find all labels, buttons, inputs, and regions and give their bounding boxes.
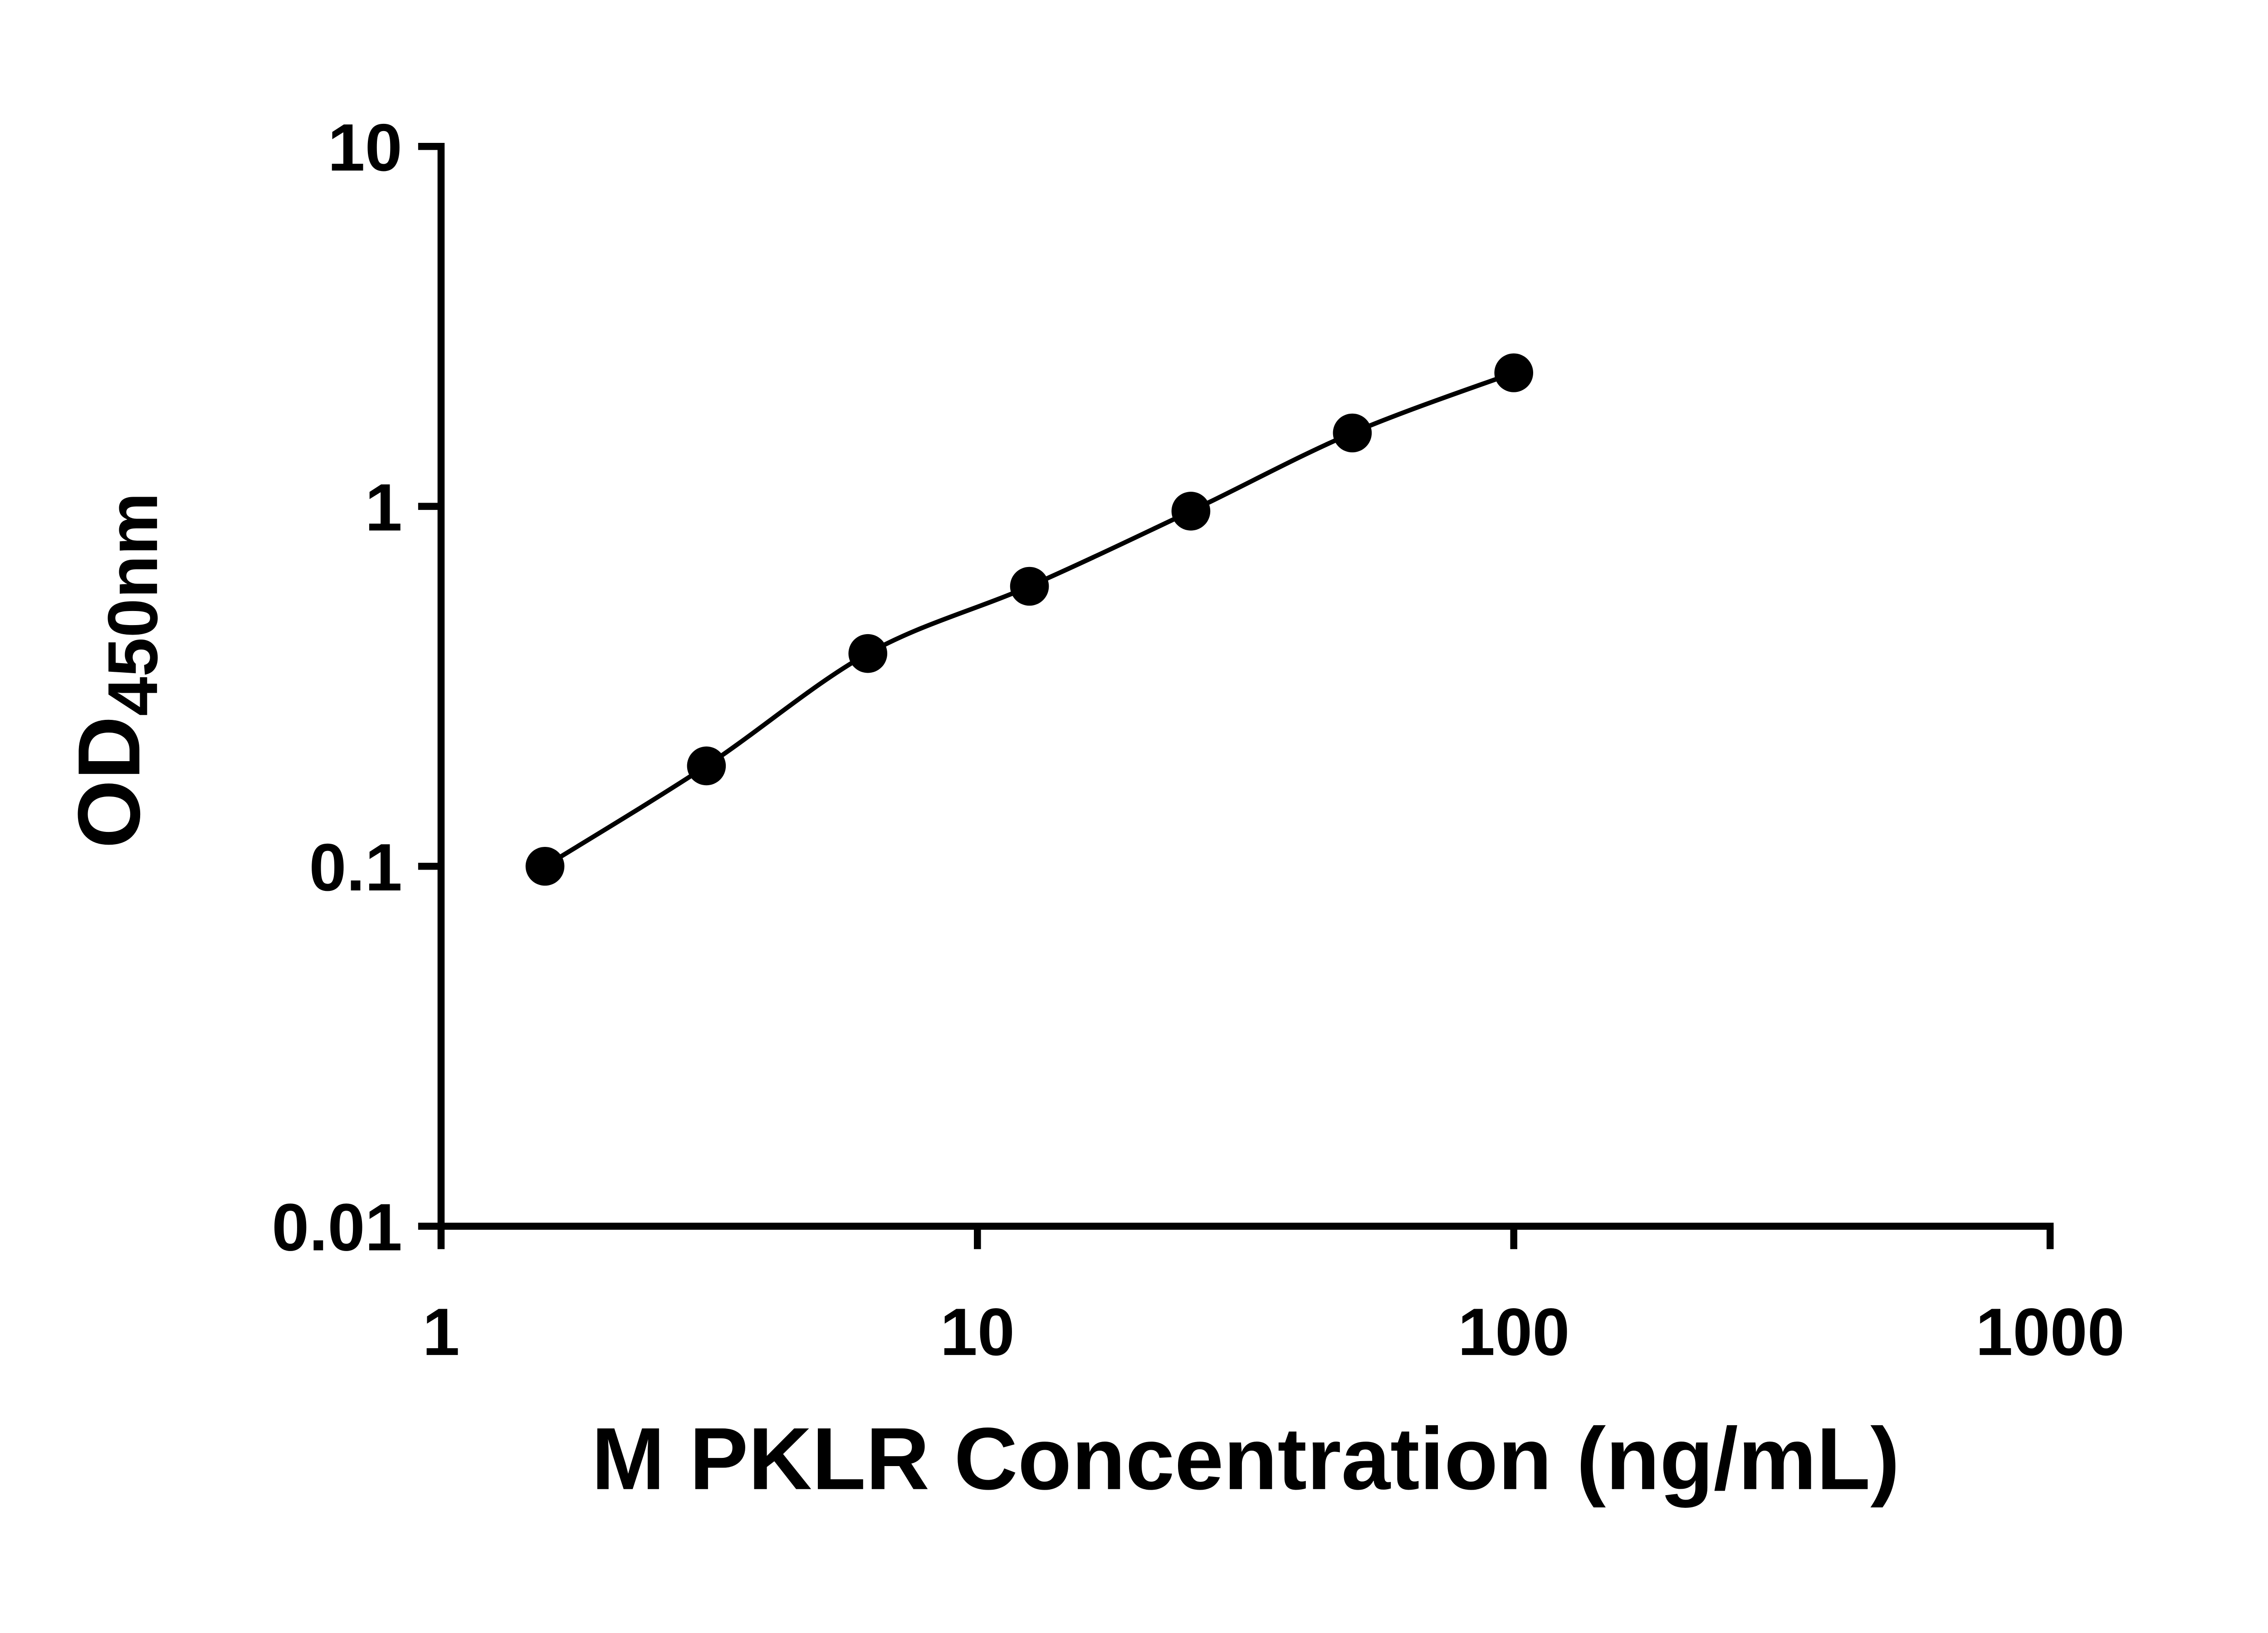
x-axis-title: M PKLR Concentration (ng/mL) <box>591 1410 1900 1508</box>
data-point <box>687 746 726 786</box>
y-tick-label: 10 <box>327 110 402 185</box>
y-tick-label: 1 <box>365 470 402 545</box>
data-point <box>1333 413 1372 453</box>
fit-curve <box>543 371 1515 869</box>
data-point <box>525 846 565 886</box>
axes <box>437 143 2054 1230</box>
x-tick-label: 1 <box>422 1295 459 1369</box>
x-tick-label: 1000 <box>1975 1295 2125 1369</box>
data-point <box>848 634 888 673</box>
plot-area: 0.01 0.1 1 10 1 10 100 1000 <box>272 110 2125 1369</box>
x-tick-label: 100 <box>1458 1295 1570 1369</box>
y-tick-label: 0.1 <box>309 830 402 905</box>
y-axis-title-subscript: 450nm <box>93 493 172 716</box>
y-tick-label: 0.01 <box>272 1190 402 1265</box>
y-axis-title: OD450nm <box>60 493 172 849</box>
standard-curve-chart: 0.01 0.1 1 10 1 10 100 1000 M PKLR Concentratio… <box>60 110 2125 1508</box>
x-tick-label: 10 <box>940 1295 1015 1369</box>
y-axis-title-main: OD <box>60 716 158 849</box>
data-point <box>1171 492 1211 531</box>
data-point <box>1494 353 1534 392</box>
chart-canvas: 0.01 0.1 1 10 1 10 100 1000 M PKLR Concentratio… <box>60 110 2125 1508</box>
data-point <box>1010 567 1049 606</box>
